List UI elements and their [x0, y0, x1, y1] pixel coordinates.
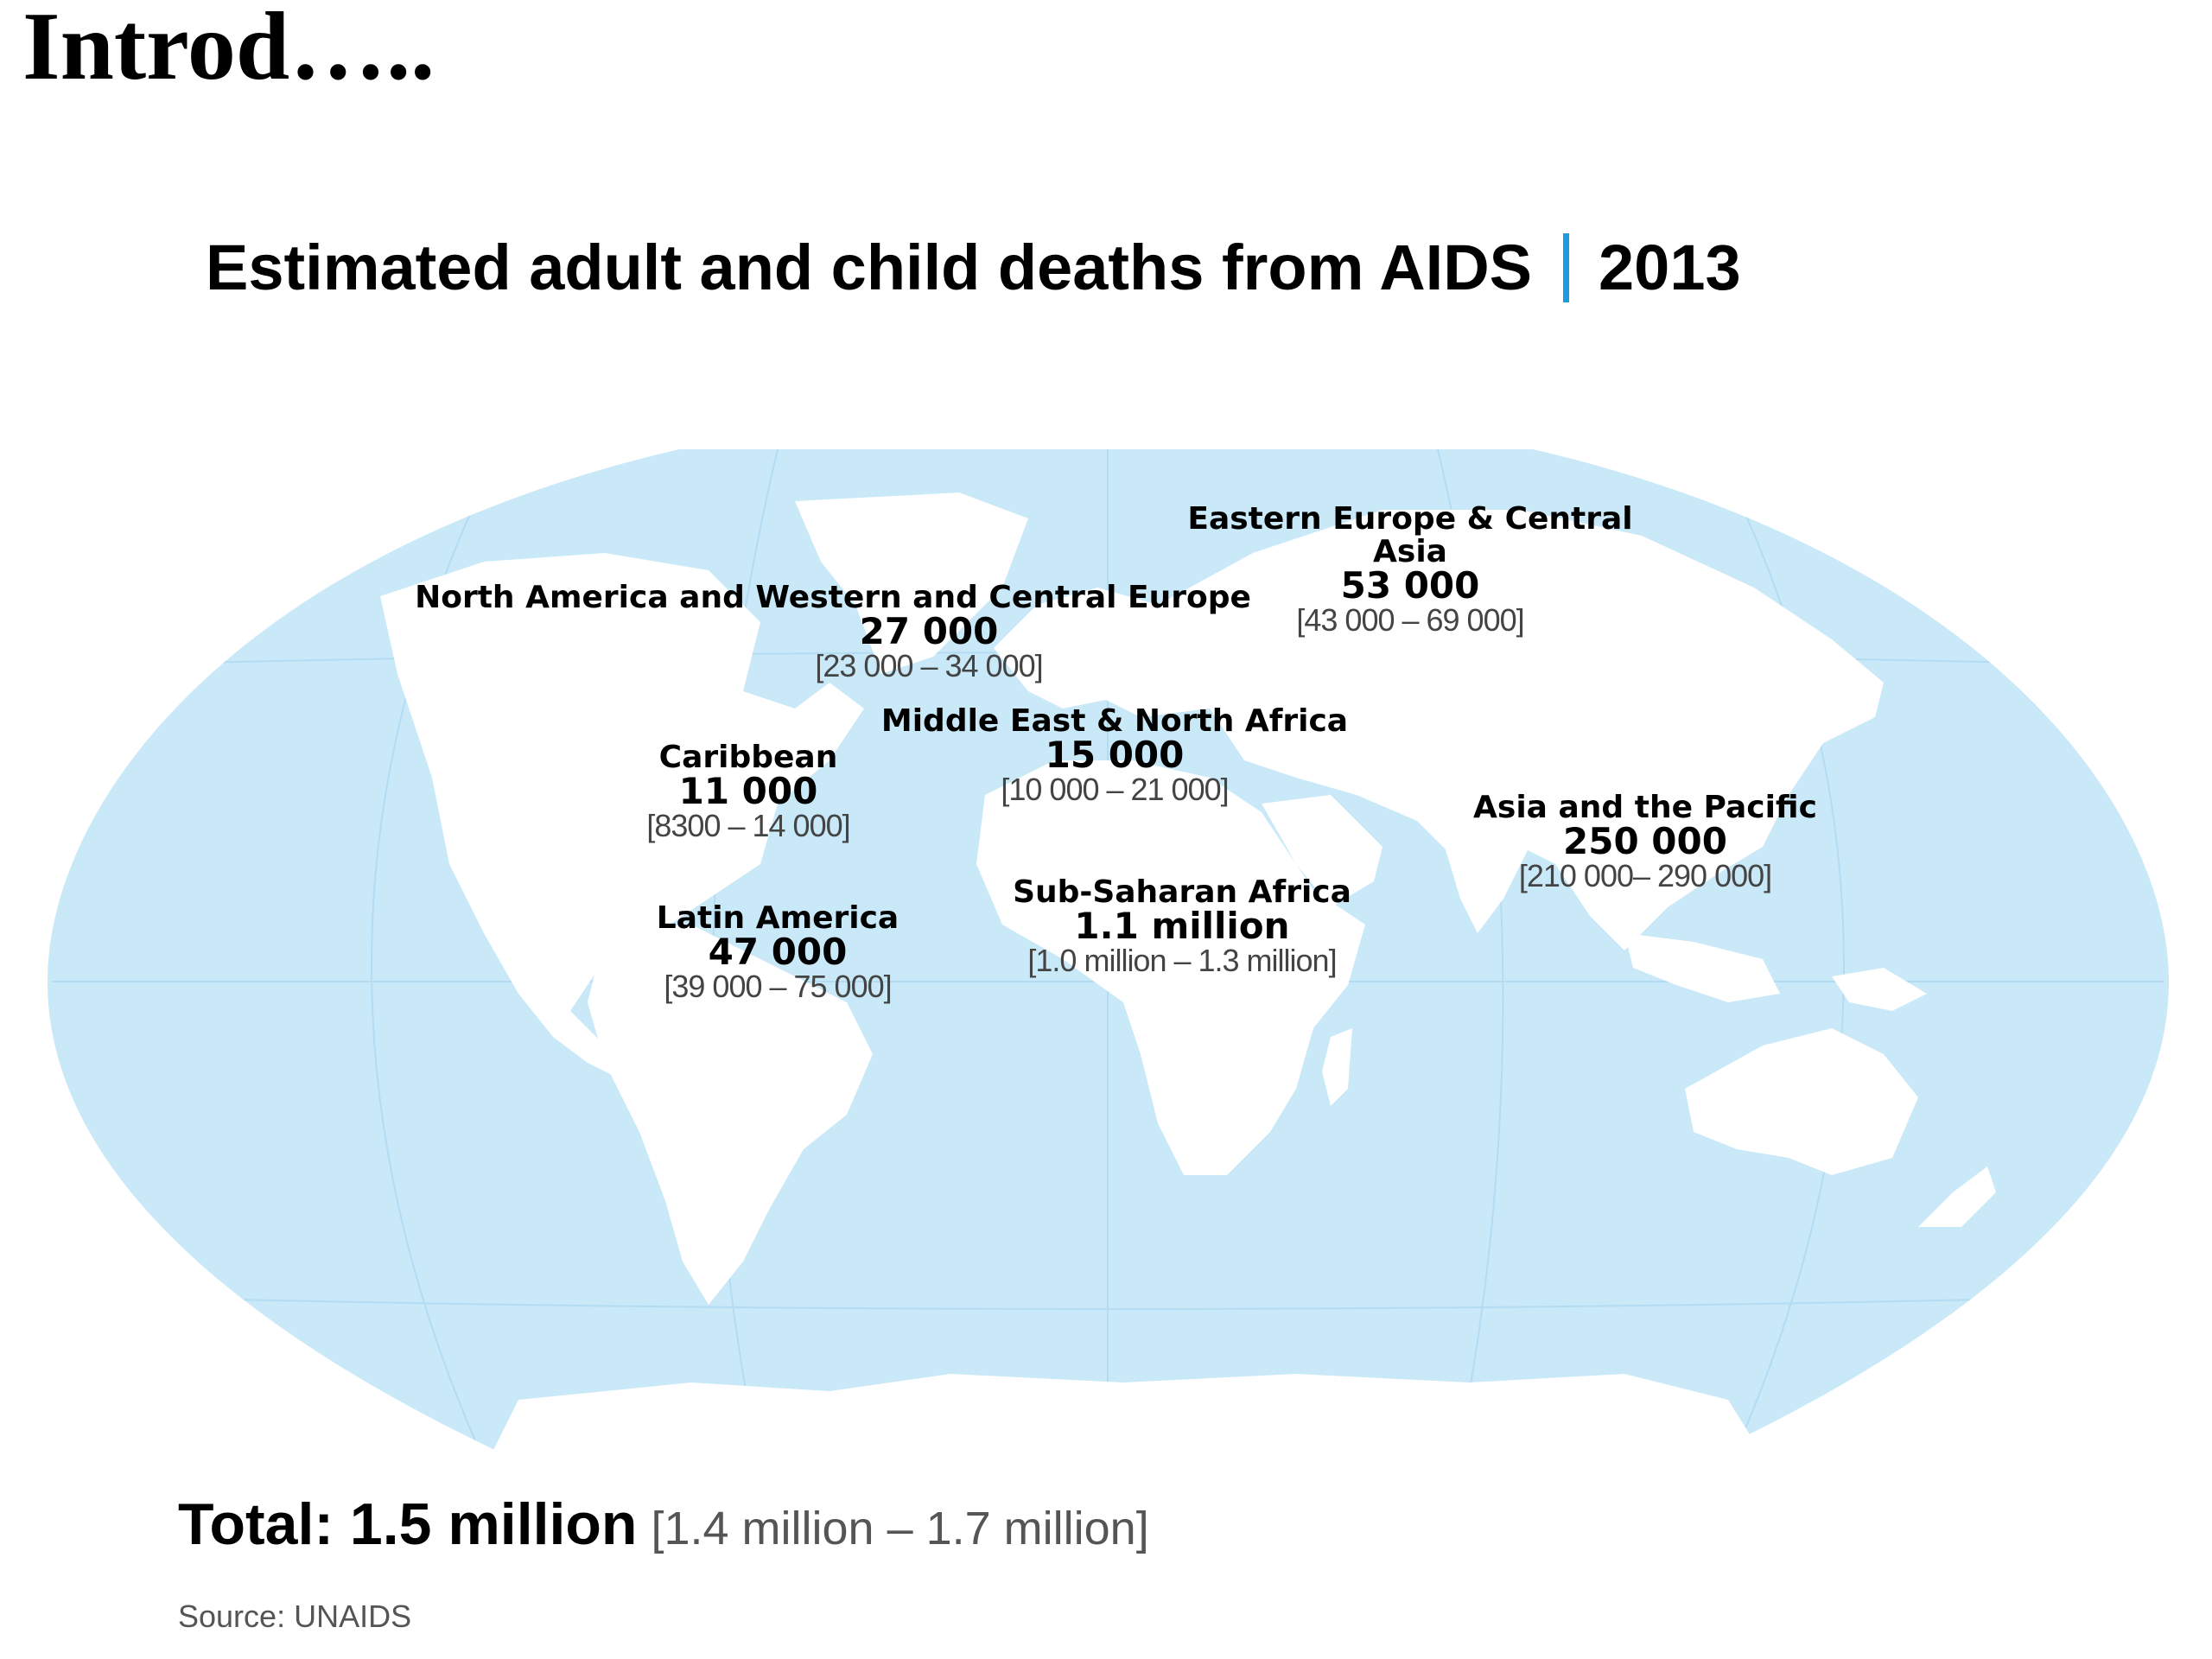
- slide-heading: Introd…..: [22, 0, 435, 100]
- land-new-zealand: [1918, 1166, 1996, 1227]
- land-arabia: [1262, 795, 1382, 907]
- chart-title: Estimated adult and child deaths from AI…: [206, 233, 1741, 302]
- land-north-america: [380, 553, 864, 1080]
- region-value: 250 000: [1563, 820, 1727, 862]
- land-antarctica: [484, 1374, 1771, 1469]
- chart-title-main: Estimated adult and child deaths from AI…: [206, 232, 1533, 303]
- land-south-america: [588, 925, 873, 1305]
- region-label-asia-pacific: Asia and the Pacific 250 000 [210 000– 2…: [1473, 791, 1817, 893]
- region-value: 47 000: [708, 931, 848, 973]
- region-label-latin-america: Latin America 47 000 [39 000 – 75 000]: [657, 902, 899, 1004]
- source-note: Source: UNAIDS: [178, 1599, 412, 1634]
- region-label-caribbean: Caribbean 11 000 [8300 – 14 000]: [646, 740, 850, 843]
- land-india: [1434, 804, 1529, 933]
- region-name: Caribbean: [658, 740, 838, 775]
- region-label-north-america-western-central-europe: North America and Western and Central Eu…: [415, 582, 1251, 614]
- total-line: Total: 1.5 million [1.4 million – 1.7 mil…: [178, 1491, 1149, 1558]
- land-africa: [976, 760, 1365, 1175]
- region-name: Eastern Europe & Central: [1187, 501, 1633, 537]
- total-range: [1.4 million – 1.7 million]: [651, 1503, 1149, 1554]
- landmasses: [380, 493, 1996, 1469]
- region-range: [39 000 – 75 000]: [664, 969, 892, 1004]
- region-value: 11 000: [678, 770, 818, 812]
- region-label-middle-east-north-africa: Middle East & North Africa 15 000 [10 00…: [881, 705, 1348, 807]
- region-value: 27 000: [859, 610, 999, 652]
- region-label-eastern-europe-central-asia: Eastern Europe & Central Asia 53 000 [43…: [1187, 503, 1632, 638]
- region-range: [8300 – 14 000]: [646, 808, 850, 843]
- land-australia: [1685, 1028, 1918, 1175]
- region-name: North America and Western and Central Eu…: [415, 580, 1251, 615]
- region-label-north-america-western-central-europe-values: 27 000 [23 000 – 34 000]: [815, 610, 1043, 683]
- land-southeast-asia: [1624, 933, 1780, 1002]
- region-range: [43 000 – 69 000]: [1296, 602, 1524, 638]
- region-range: [1.0 million – 1.3 million]: [1027, 943, 1337, 978]
- region-range: [210 000– 290 000]: [1518, 858, 1772, 893]
- total-value: Total: 1.5 million: [178, 1491, 638, 1557]
- land-new-guinea: [1832, 968, 1927, 1011]
- region-name: Latin America: [656, 900, 899, 936]
- region-range: [23 000 – 34 000]: [815, 648, 1043, 683]
- land-asia: [1158, 510, 1884, 950]
- land-madagascar: [1322, 1028, 1352, 1106]
- region-value: 15 000: [1045, 734, 1185, 776]
- region-name: Asia and the Pacific: [1473, 790, 1817, 825]
- region-name: Middle East & North Africa: [880, 703, 1349, 739]
- region-range: [10 000 – 21 000]: [1001, 772, 1229, 807]
- region-name: Sub-Saharan Africa: [1013, 874, 1351, 910]
- region-label-sub-saharan-africa: Sub-Saharan Africa 1.1 million [1.0 mill…: [1013, 876, 1351, 978]
- region-value: 53 000: [1340, 564, 1480, 607]
- title-separator: [1563, 233, 1570, 302]
- region-name: Asia: [1373, 534, 1447, 569]
- chart-title-year: 2013: [1599, 232, 1741, 303]
- region-value: 1.1 million: [1074, 905, 1290, 947]
- land-greenland: [795, 493, 1028, 674]
